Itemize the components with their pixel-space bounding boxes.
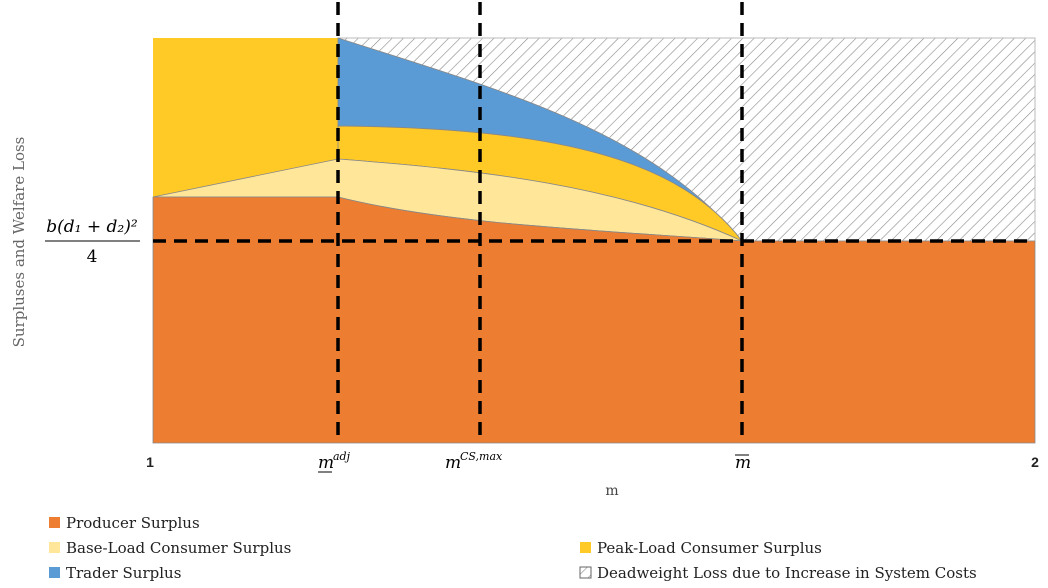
y-marker-numerator: b(d₁ + d₂)² [46,217,138,237]
y-axis-label: Surpluses and Welfare Loss [10,137,28,348]
plot-areas [152,37,1036,444]
marker-base: m [735,453,751,473]
legend-swatch [49,542,60,553]
marker-sup: adj [333,450,351,463]
legend-label: Peak-Load Consumer Surplus [597,539,822,557]
legend-label: Deadweight Loss due to Increase in Syste… [597,564,977,582]
peak-load-left-area [153,38,338,197]
marker-base: m [445,453,461,473]
y-marker-denominator: 4 [87,247,98,267]
legend-swatch [49,517,60,528]
marker-sup: CS,max [460,450,503,463]
legend-swatch [49,567,60,578]
legend-swatch [579,566,592,579]
x-axis-label: m [605,483,618,499]
marker-base: m [318,453,334,473]
x-start-label: 1 [146,454,154,470]
legend-swatch [580,542,591,553]
dashed-lines [153,2,1035,443]
legend-label: Trader Surplus [66,564,181,582]
x-markers: m adj m CS,max m [318,450,751,473]
x-end-label: 2 [1031,454,1039,470]
legend: Producer Surplus Base-Load Consumer Surp… [49,514,977,582]
legend-label: Base-Load Consumer Surplus [66,539,291,557]
legend-label: Producer Surplus [66,514,200,532]
